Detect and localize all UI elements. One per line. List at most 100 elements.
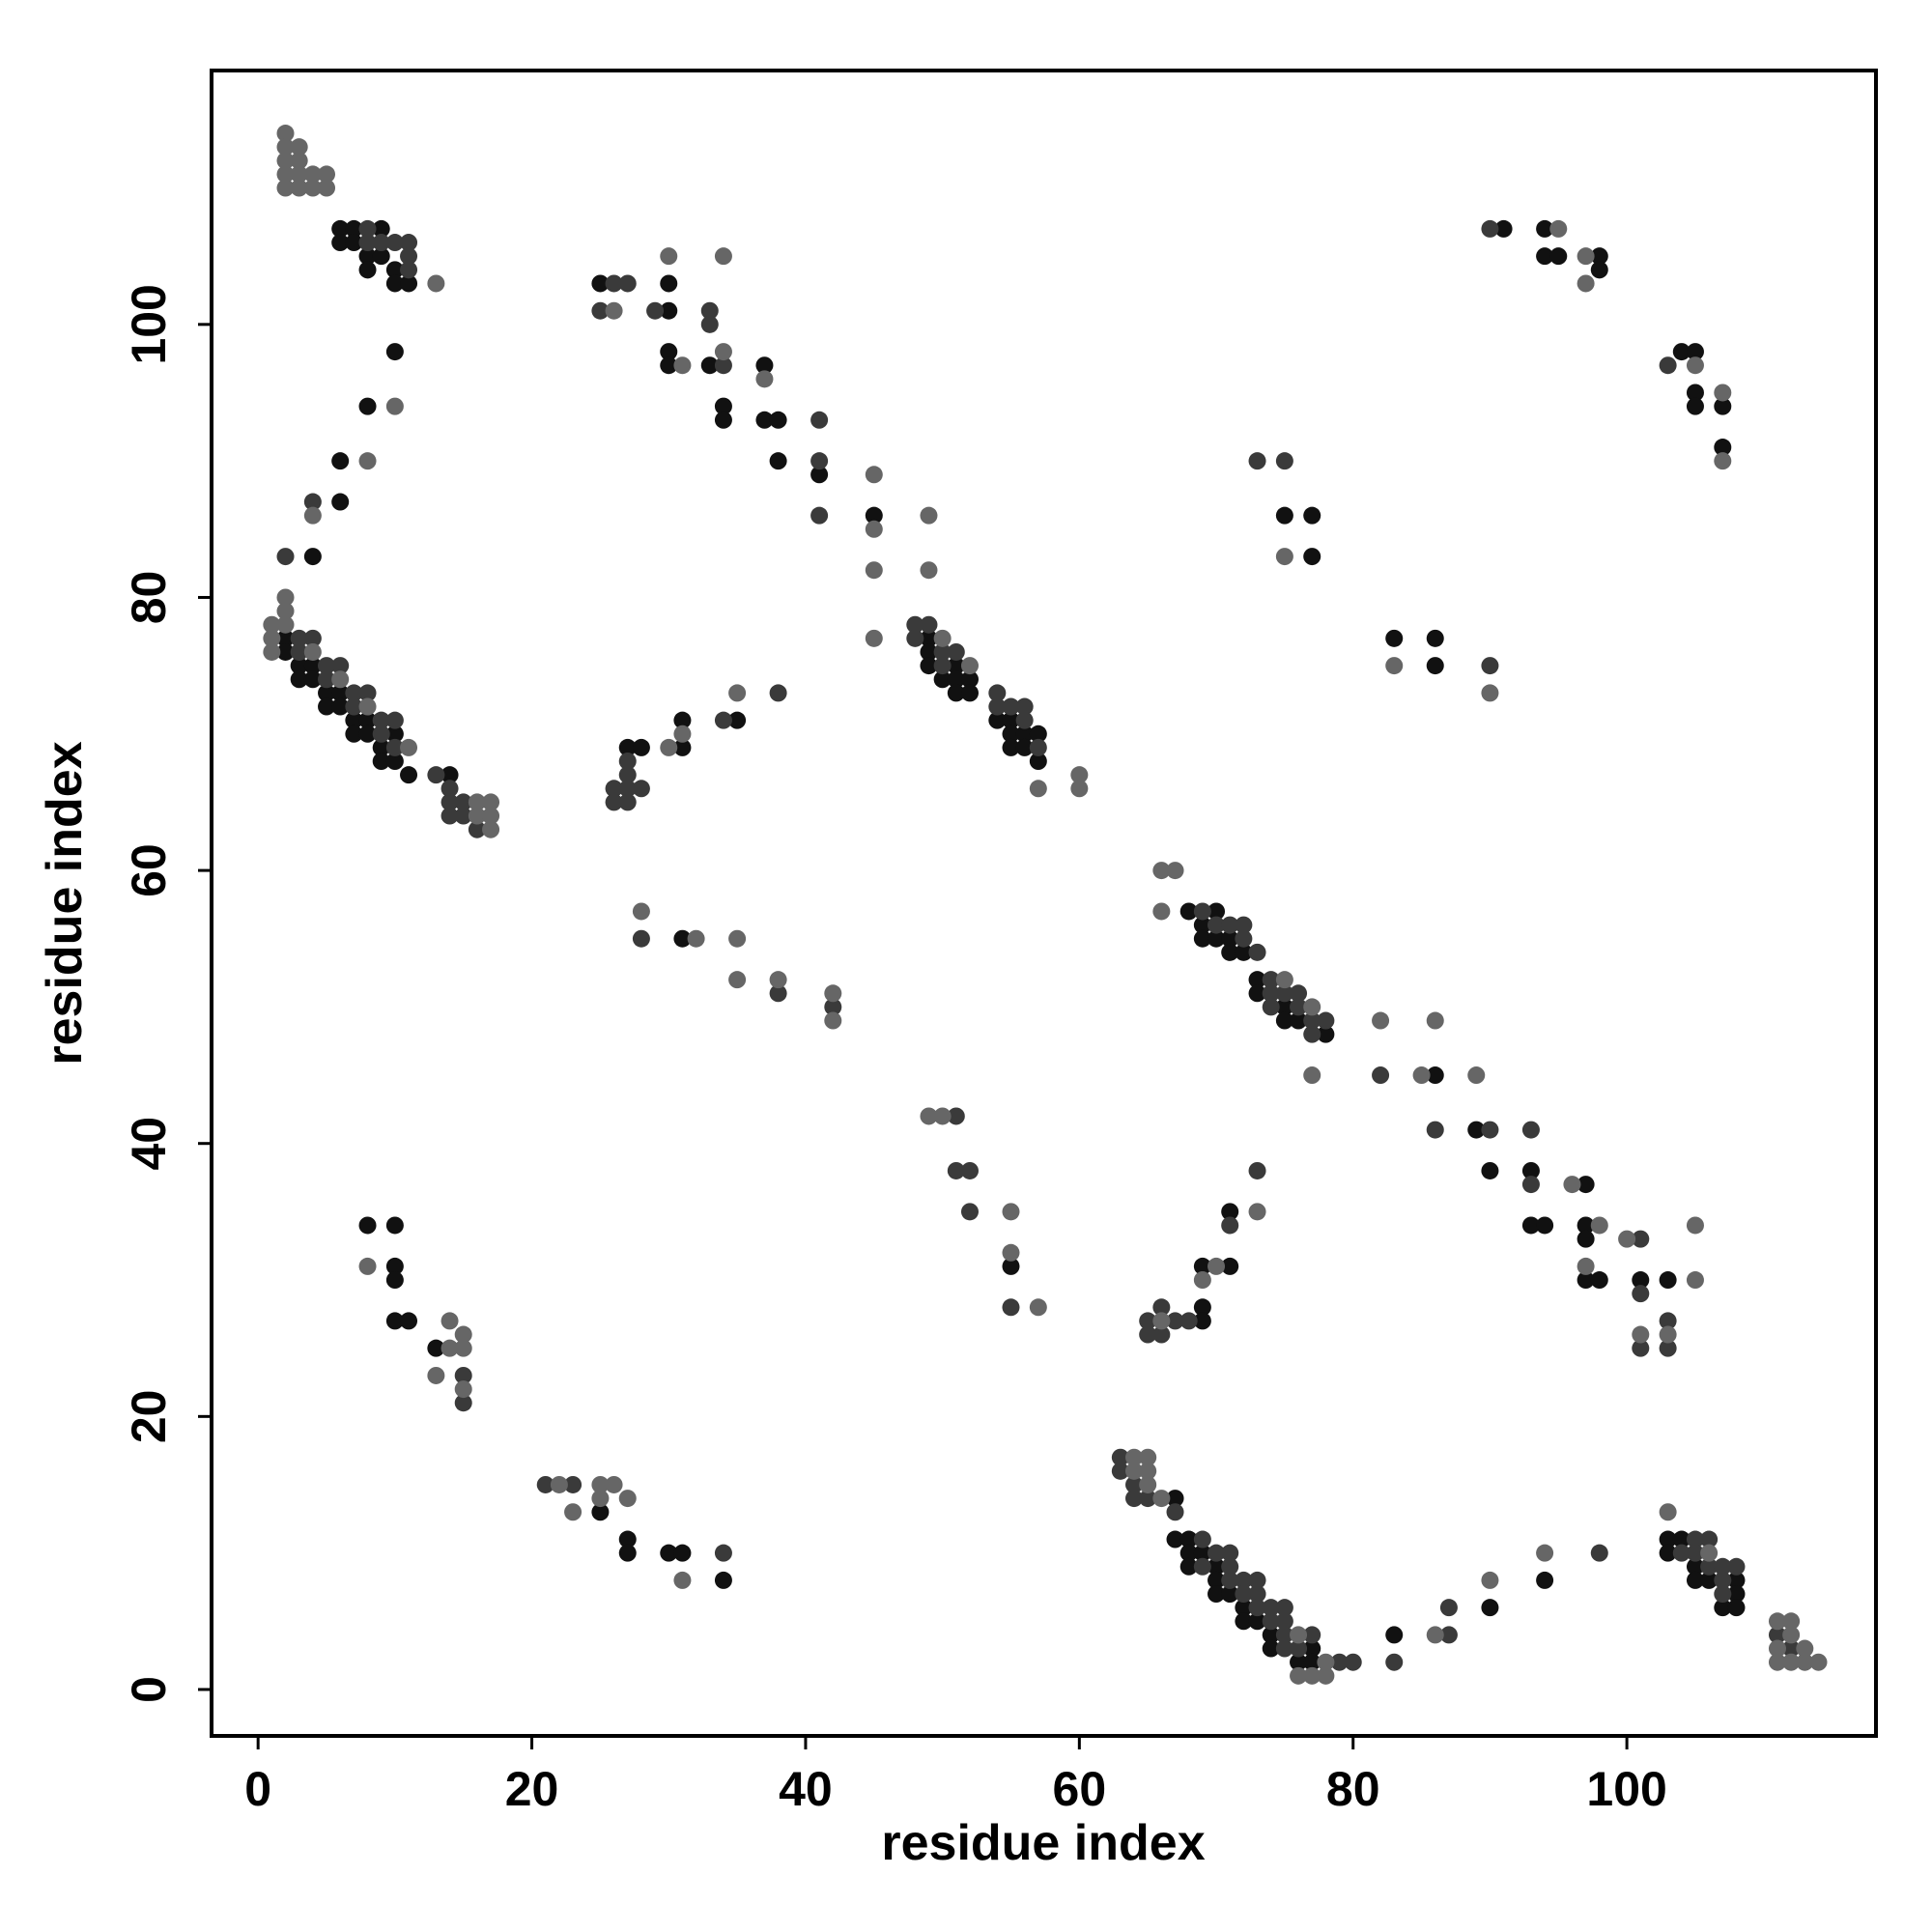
point: [1686, 356, 1704, 375]
point: [618, 793, 637, 811]
point: [960, 684, 979, 702]
point: [454, 807, 472, 825]
point: [673, 356, 692, 375]
point: [1221, 1216, 1239, 1235]
point: [1686, 343, 1704, 361]
point: [1521, 1216, 1540, 1235]
point: [618, 1490, 637, 1508]
point: [1590, 1271, 1608, 1290]
point: [1727, 1585, 1746, 1604]
point: [358, 697, 377, 716]
point: [1248, 452, 1266, 470]
point: [1221, 943, 1239, 961]
point: [1179, 1557, 1198, 1576]
point: [1672, 343, 1690, 361]
point: [1139, 1448, 1157, 1466]
point: [276, 642, 295, 661]
point: [1193, 1298, 1211, 1317]
point: [1248, 1599, 1266, 1617]
point: [1139, 1312, 1157, 1330]
point: [331, 493, 350, 511]
point: [1768, 1639, 1786, 1658]
point: [591, 1490, 610, 1508]
point: [454, 1339, 472, 1357]
point: [714, 1571, 732, 1589]
point: [1577, 274, 1595, 293]
point: [345, 724, 363, 743]
point: [920, 561, 938, 580]
point: [591, 1475, 610, 1493]
point: [1782, 1653, 1801, 1671]
point: [331, 697, 350, 716]
point: [1303, 1066, 1321, 1085]
point: [1208, 1557, 1226, 1576]
point: [1577, 1257, 1595, 1275]
point: [673, 711, 692, 729]
point: [1521, 1161, 1540, 1179]
point: [454, 1394, 472, 1412]
point: [345, 697, 363, 716]
point: [1714, 397, 1732, 415]
point: [400, 766, 418, 784]
point: [1686, 1557, 1704, 1576]
point: [1700, 1544, 1719, 1562]
point: [1536, 1544, 1554, 1562]
point: [920, 657, 938, 675]
point: [1372, 1011, 1390, 1030]
y-tick-label: 60: [122, 843, 176, 897]
point: [728, 684, 747, 702]
point: [1768, 1653, 1786, 1671]
point: [385, 343, 404, 361]
point: [1262, 971, 1280, 989]
point: [1590, 1544, 1608, 1562]
point: [1618, 1230, 1636, 1248]
x-axis-title: residue index: [881, 1815, 1205, 1871]
point: [1002, 711, 1020, 729]
point: [1125, 1462, 1144, 1480]
point: [988, 711, 1007, 729]
point: [1221, 929, 1239, 948]
point: [673, 1544, 692, 1562]
point: [1659, 1271, 1677, 1290]
point: [988, 697, 1007, 716]
point: [1426, 657, 1444, 675]
point: [1782, 1612, 1801, 1631]
point: [276, 138, 295, 156]
point: [318, 670, 336, 689]
point: [290, 657, 308, 675]
plot-area: [263, 125, 1828, 1685]
point: [755, 356, 774, 375]
point: [1796, 1639, 1814, 1658]
point: [290, 642, 308, 661]
point: [1481, 1161, 1499, 1179]
point: [728, 929, 747, 948]
point: [468, 807, 486, 825]
point: [440, 1312, 459, 1330]
point: [1275, 1612, 1293, 1631]
point: [400, 738, 418, 756]
point: [1317, 1653, 1335, 1671]
point: [865, 520, 883, 538]
point: [632, 780, 650, 798]
point: [290, 138, 308, 156]
point: [1166, 1490, 1184, 1508]
point: [331, 657, 350, 675]
point: [1385, 629, 1404, 647]
point: [1659, 1544, 1677, 1562]
point: [1385, 1626, 1404, 1644]
point: [1275, 971, 1293, 989]
point: [1672, 1530, 1690, 1548]
point: [358, 724, 377, 743]
point: [1029, 780, 1047, 798]
point: [303, 179, 322, 197]
point: [618, 738, 637, 756]
point: [1549, 247, 1568, 266]
point: [1002, 1203, 1020, 1221]
point: [1179, 1312, 1198, 1330]
point: [1714, 1585, 1732, 1604]
point: [263, 615, 281, 634]
point: [700, 301, 719, 320]
point: [933, 670, 952, 689]
point: [345, 711, 363, 729]
point: [276, 602, 295, 620]
